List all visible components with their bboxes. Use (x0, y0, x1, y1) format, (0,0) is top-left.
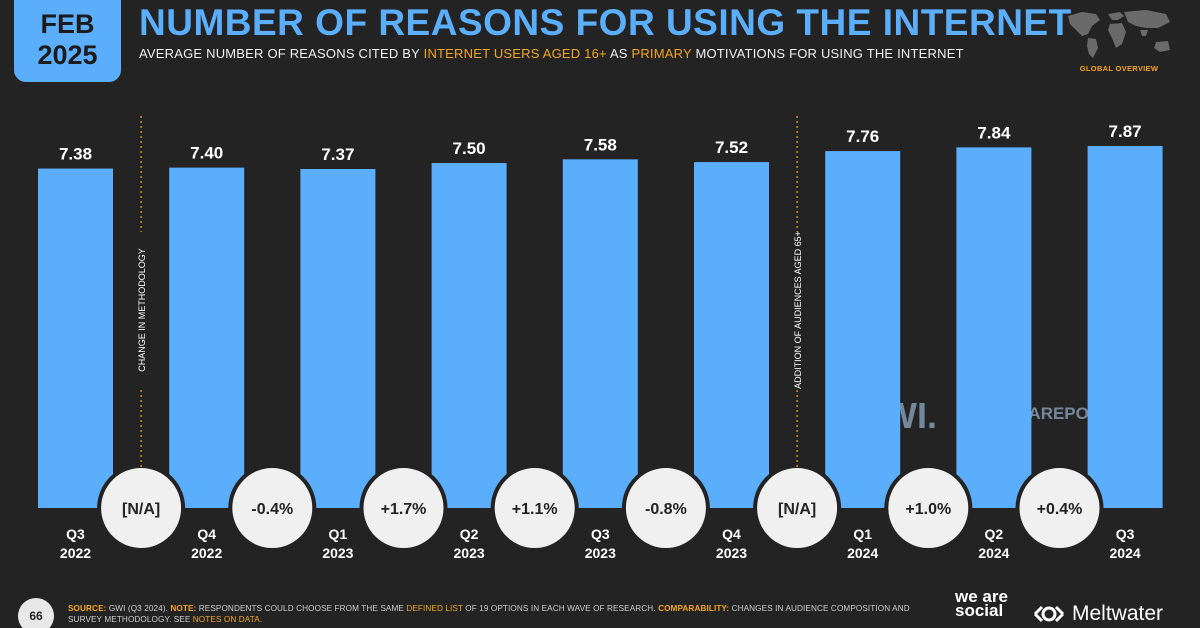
value-label-2: 7.37 (321, 145, 354, 164)
annotation-text-1: ADDITION OF AUDIENCES AGED 65+ (793, 231, 803, 389)
note-text-1: RESPONDENTS COULD CHOOSE FROM THE SAME (196, 604, 407, 613)
bar-7 (956, 147, 1032, 508)
comparability-text: CHANGES IN AUDIENCE COMPOSITION AND SURV… (68, 604, 910, 624)
category-year-5: 2023 (716, 545, 747, 561)
bar-3 (431, 163, 507, 509)
bar-2 (300, 168, 376, 509)
value-label-1: 7.40 (190, 144, 223, 163)
footer-end: . (259, 615, 263, 624)
global-overview-label: GLOBAL OVERVIEW (1079, 64, 1159, 73)
category-year-8: 2024 (1110, 545, 1141, 561)
note-text-2: OF 19 OPTIONS IN EACH WAVE OF RESEARCH. (462, 604, 659, 613)
subtitle-highlight-2: PRIMARY (631, 46, 692, 61)
subtitle-text-3: MOTIVATIONS FOR USING THE INTERNET (691, 46, 964, 61)
meltwater-icon (1033, 605, 1065, 623)
page-subtitle: AVERAGE NUMBER OF REASONS CITED BY INTER… (139, 46, 964, 61)
badge-month: FEB (40, 9, 95, 39)
change-label-2: +1.7% (381, 501, 427, 518)
page-title: NUMBER OF REASONS FOR USING THE INTERNET (139, 2, 1072, 43)
change-bubble-7 (1015, 464, 1104, 552)
value-label-8: 7.87 (1109, 122, 1142, 141)
comparability-label: COMPARABILITY: (658, 604, 730, 613)
change-bubble-2 (359, 464, 448, 552)
value-label-6: 7.76 (846, 127, 879, 146)
category-year-1: 2022 (191, 545, 222, 561)
value-label-5: 7.52 (715, 138, 748, 157)
change-label-7: +0.4% (1037, 501, 1083, 518)
page-number: 66 (18, 598, 54, 628)
value-label-3: 7.50 (453, 139, 486, 158)
change-label-4: -0.8% (645, 501, 687, 518)
bar-0 (38, 168, 113, 508)
badge-year: 2025 (37, 40, 98, 70)
change-label-6: +1.0% (905, 501, 951, 518)
category-quarter-0: Q3 (66, 526, 85, 542)
category-quarter-7: Q2 (985, 526, 1004, 542)
meltwater-logo: Meltwater (1032, 602, 1163, 626)
category-year-2: 2023 (322, 545, 353, 561)
change-bubble-3 (490, 464, 579, 552)
category-quarter-5: Q4 (722, 526, 741, 542)
bar-4 (562, 159, 638, 508)
change-bubble-6 (884, 464, 973, 552)
bar-1 (169, 167, 245, 508)
note-label: NOTE: (170, 604, 197, 613)
category-year-0: 2022 (60, 545, 91, 561)
date-badge: FEB 2025 (14, 0, 121, 82)
category-year-4: 2023 (585, 545, 616, 561)
change-label-1: -0.4% (251, 501, 293, 518)
world-map-icon (1068, 10, 1170, 58)
bar-5 (694, 162, 769, 508)
meltwater-wordmark: Meltwater (1072, 602, 1164, 625)
change-label-5: [N/A] (778, 501, 816, 518)
category-quarter-1: Q4 (197, 526, 216, 542)
subtitle-highlight-1: INTERNET USERS AGED 16+ (423, 46, 607, 61)
category-quarter-8: Q3 (1116, 526, 1135, 542)
subtitle-text-2: AS (606, 46, 632, 61)
bar-6 (825, 151, 901, 508)
notes-on-data-link[interactable]: NOTES ON DATA (192, 615, 260, 624)
source-label: SOURCE: (68, 604, 107, 613)
change-bubble-4 (621, 464, 710, 552)
category-year-3: 2023 (454, 545, 485, 561)
change-label-3: +1.1% (512, 501, 558, 518)
source-text: GWI (Q3 2024). (106, 604, 171, 613)
value-label-4: 7.58 (584, 135, 617, 154)
value-label-7: 7.84 (977, 123, 1011, 142)
change-bubble-1 (228, 464, 317, 552)
footer-notes: SOURCE: GWI (Q3 2024). NOTE: RESPONDENTS… (68, 603, 928, 625)
category-quarter-6: Q1 (853, 526, 872, 542)
subtitle-text-1: AVERAGE NUMBER OF REASONS CITED BY (139, 46, 424, 61)
change-label-0: [N/A] (122, 501, 160, 518)
bar-8 (1087, 146, 1163, 508)
we-are-social-logo: we are social (955, 587, 1008, 620)
category-quarter-4: Q3 (591, 526, 610, 542)
category-year-6: 2024 (847, 545, 878, 561)
category-quarter-2: Q1 (329, 526, 348, 542)
value-label-0: 7.38 (59, 145, 92, 164)
defined-list-link[interactable]: DEFINED LIST (406, 604, 463, 613)
category-year-7: 2024 (978, 545, 1009, 561)
annotation-text-0: CHANGE IN METHODOLOGY (137, 248, 147, 372)
category-quarter-3: Q2 (460, 526, 479, 542)
